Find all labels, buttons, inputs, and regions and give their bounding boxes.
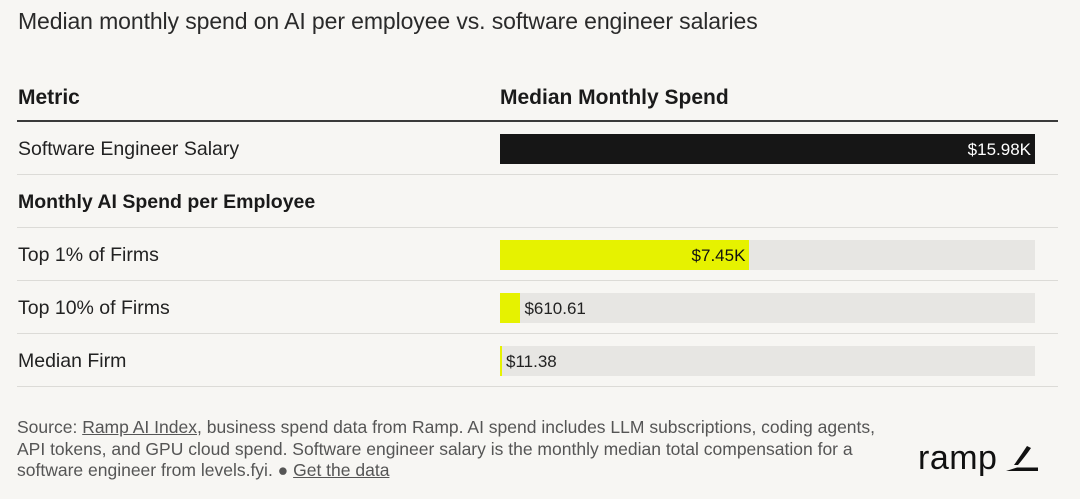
source-note: Source: Ramp AI Index, business spend da… [17, 417, 897, 482]
bar-track: $7.45K [500, 240, 1035, 270]
ramp-logo: ramp [918, 441, 1039, 475]
bar-value-label: $7.45K [691, 246, 746, 265]
table-row: Top 10% of Firms $610.61 [17, 281, 1058, 334]
bar-track: $15.98K [500, 134, 1035, 164]
chart-title: Median monthly spend on AI per employee … [18, 8, 758, 34]
ramp-logo-text: ramp [918, 439, 998, 477]
source-prefix: Source: [17, 417, 83, 437]
bar-table: Metric Median Monthly Spend Software Eng… [17, 70, 1058, 387]
table-header: Metric Median Monthly Spend [17, 70, 1058, 122]
source-text: , business spend data from Ramp. AI spen… [17, 417, 876, 480]
bar-track: $11.38 [500, 346, 1035, 376]
row-label: Software Engineer Salary [18, 138, 240, 160]
section-row: Monthly AI Spend per Employee [17, 175, 1058, 228]
bar-value-label: $15.98K [967, 140, 1031, 159]
bar-value-label: $610.61 [524, 299, 586, 318]
column-header-metric: Metric [18, 86, 80, 109]
bar [500, 240, 750, 270]
row-label: Top 10% of Firms [18, 297, 170, 319]
bar-value-label: $11.38 [506, 352, 557, 371]
row-label: Median Firm [18, 350, 127, 372]
row-label: Top 1% of Firms [18, 244, 159, 266]
get-the-data-link[interactable]: Get the data [293, 460, 390, 480]
column-header-spend: Median Monthly Spend [500, 86, 729, 109]
ramp-ai-index-link[interactable]: Ramp AI Index [82, 417, 197, 437]
table-row: Top 1% of Firms $7.45K [17, 228, 1058, 281]
bar [500, 293, 521, 323]
table-row: Software Engineer Salary $15.98K [17, 122, 1058, 175]
bar [500, 134, 1035, 164]
table-body: Software Engineer Salary $15.98K Monthly A… [17, 122, 1058, 387]
section-label: Monthly AI Spend per Employee [18, 191, 316, 213]
table-row: Median Firm $11.38 [17, 334, 1058, 387]
bar [500, 346, 502, 376]
bar-track: $610.61 [500, 293, 1035, 323]
ramp-logo-icon [1006, 446, 1039, 471]
